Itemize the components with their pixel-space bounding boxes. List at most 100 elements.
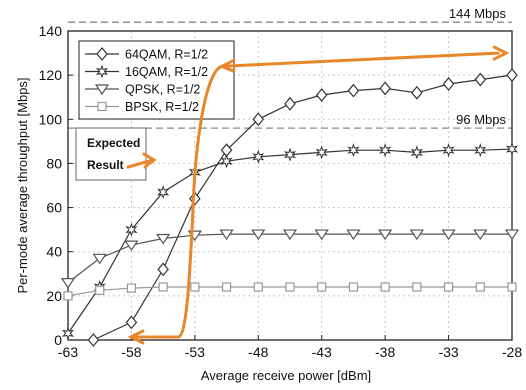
data-point bbox=[158, 282, 168, 292]
y-tick-label: 100 bbox=[39, 111, 63, 127]
x-tick-label: -28 bbox=[502, 344, 522, 360]
data-point bbox=[442, 143, 455, 158]
data-point bbox=[95, 64, 109, 79]
x-tick-label: -58 bbox=[121, 344, 141, 360]
legend: 64QAM, R=1/2 16QAM, R=1/2 QPSK, R=1/2 BPSK,… bbox=[78, 40, 235, 120]
series-1 bbox=[87, 68, 518, 347]
data-point bbox=[409, 229, 424, 241]
data-point bbox=[87, 333, 100, 347]
data-point bbox=[314, 229, 329, 241]
data-point bbox=[347, 143, 360, 158]
data-point bbox=[347, 83, 360, 98]
reference-label: 144 Mbps bbox=[449, 6, 507, 21]
data-point bbox=[282, 229, 298, 241]
data-point bbox=[96, 47, 108, 61]
data-point bbox=[221, 282, 232, 292]
x-axis-label: Average receive power [dBm] bbox=[201, 368, 371, 383]
y-tick-label: 0 bbox=[54, 332, 62, 348]
annotation-arrowhead bbox=[492, 45, 510, 61]
annotation-arrowhead bbox=[127, 329, 145, 345]
data-point bbox=[410, 145, 423, 160]
data-point bbox=[61, 326, 75, 341]
data-point bbox=[379, 143, 392, 158]
data-point bbox=[220, 154, 233, 169]
data-point bbox=[315, 88, 328, 102]
legend-label: QPSK, R=1/2 bbox=[125, 83, 200, 97]
data-point bbox=[346, 229, 361, 241]
data-point bbox=[473, 229, 488, 241]
series-2 bbox=[61, 142, 519, 341]
data-point bbox=[252, 112, 265, 127]
y-tick-label: 40 bbox=[46, 244, 62, 260]
data-point bbox=[475, 282, 485, 292]
data-point bbox=[412, 282, 422, 292]
annotation-text: Result bbox=[87, 158, 124, 172]
data-point bbox=[157, 185, 170, 200]
y-axis-label: Per-mode average throughput [Mbps] bbox=[15, 77, 30, 293]
data-point bbox=[506, 68, 518, 83]
data-point bbox=[63, 291, 73, 301]
data-point bbox=[474, 143, 487, 158]
data-point bbox=[251, 229, 266, 241]
y-tick-label: 60 bbox=[46, 200, 62, 216]
data-point bbox=[190, 282, 200, 292]
data-point bbox=[380, 282, 390, 292]
data-point bbox=[219, 229, 234, 241]
data-point bbox=[317, 282, 327, 292]
legend-label: 64QAM, R=1/2 bbox=[125, 48, 208, 62]
data-point bbox=[92, 253, 107, 265]
data-point bbox=[156, 233, 171, 245]
data-point bbox=[253, 282, 263, 292]
data-point bbox=[474, 72, 487, 87]
series-line bbox=[93, 74, 513, 341]
annotation-pointer bbox=[126, 158, 155, 169]
data-point bbox=[285, 282, 295, 292]
annotation-arrowhead bbox=[218, 58, 236, 73]
legend-label: 16QAM, R=1/2 bbox=[125, 65, 208, 79]
data-point bbox=[125, 222, 138, 237]
data-point bbox=[157, 262, 169, 277]
y-tick-label: 20 bbox=[46, 288, 62, 304]
data-point bbox=[443, 282, 454, 292]
data-point bbox=[95, 285, 105, 295]
data-point bbox=[507, 282, 517, 292]
data-point bbox=[505, 142, 519, 157]
data-point bbox=[125, 315, 138, 330]
x-tick-label: -48 bbox=[248, 344, 268, 360]
data-point bbox=[283, 147, 297, 162]
data-point bbox=[411, 85, 423, 100]
series-4 bbox=[63, 282, 517, 301]
legend-label: BPSK, R=1/2 bbox=[125, 100, 199, 114]
annotation-curve bbox=[133, 51, 500, 339]
x-tick-label: -43 bbox=[312, 344, 332, 360]
data-point bbox=[379, 81, 391, 96]
data-point bbox=[315, 145, 328, 160]
data-point bbox=[441, 229, 456, 241]
data-point bbox=[97, 101, 107, 112]
data-point bbox=[348, 282, 359, 292]
y-tick-label: 80 bbox=[46, 155, 62, 171]
reference-label: 96 Mbps bbox=[456, 112, 506, 127]
annotation-pointer-head bbox=[142, 152, 157, 169]
y-tick-label: 140 bbox=[39, 23, 63, 39]
series-3 bbox=[60, 229, 520, 289]
y-tick-label: 120 bbox=[39, 67, 63, 83]
data-point bbox=[94, 84, 110, 96]
x-tick-label: -63 bbox=[58, 344, 78, 360]
data-point bbox=[252, 149, 265, 164]
data-point bbox=[60, 278, 76, 289]
x-tick-label: -33 bbox=[438, 344, 458, 360]
data-point bbox=[284, 96, 296, 111]
data-point bbox=[126, 283, 137, 293]
annotation-box bbox=[75, 127, 147, 181]
x-tick-label: -53 bbox=[185, 344, 205, 360]
data-point bbox=[504, 229, 520, 241]
plot-frame bbox=[67, 30, 513, 341]
annotation-text: Expected bbox=[87, 136, 140, 150]
data-point bbox=[124, 240, 139, 252]
x-tick-label: -38 bbox=[375, 344, 395, 360]
data-point bbox=[378, 229, 393, 241]
expected-result-annotation: Expected Result bbox=[75, 45, 510, 345]
